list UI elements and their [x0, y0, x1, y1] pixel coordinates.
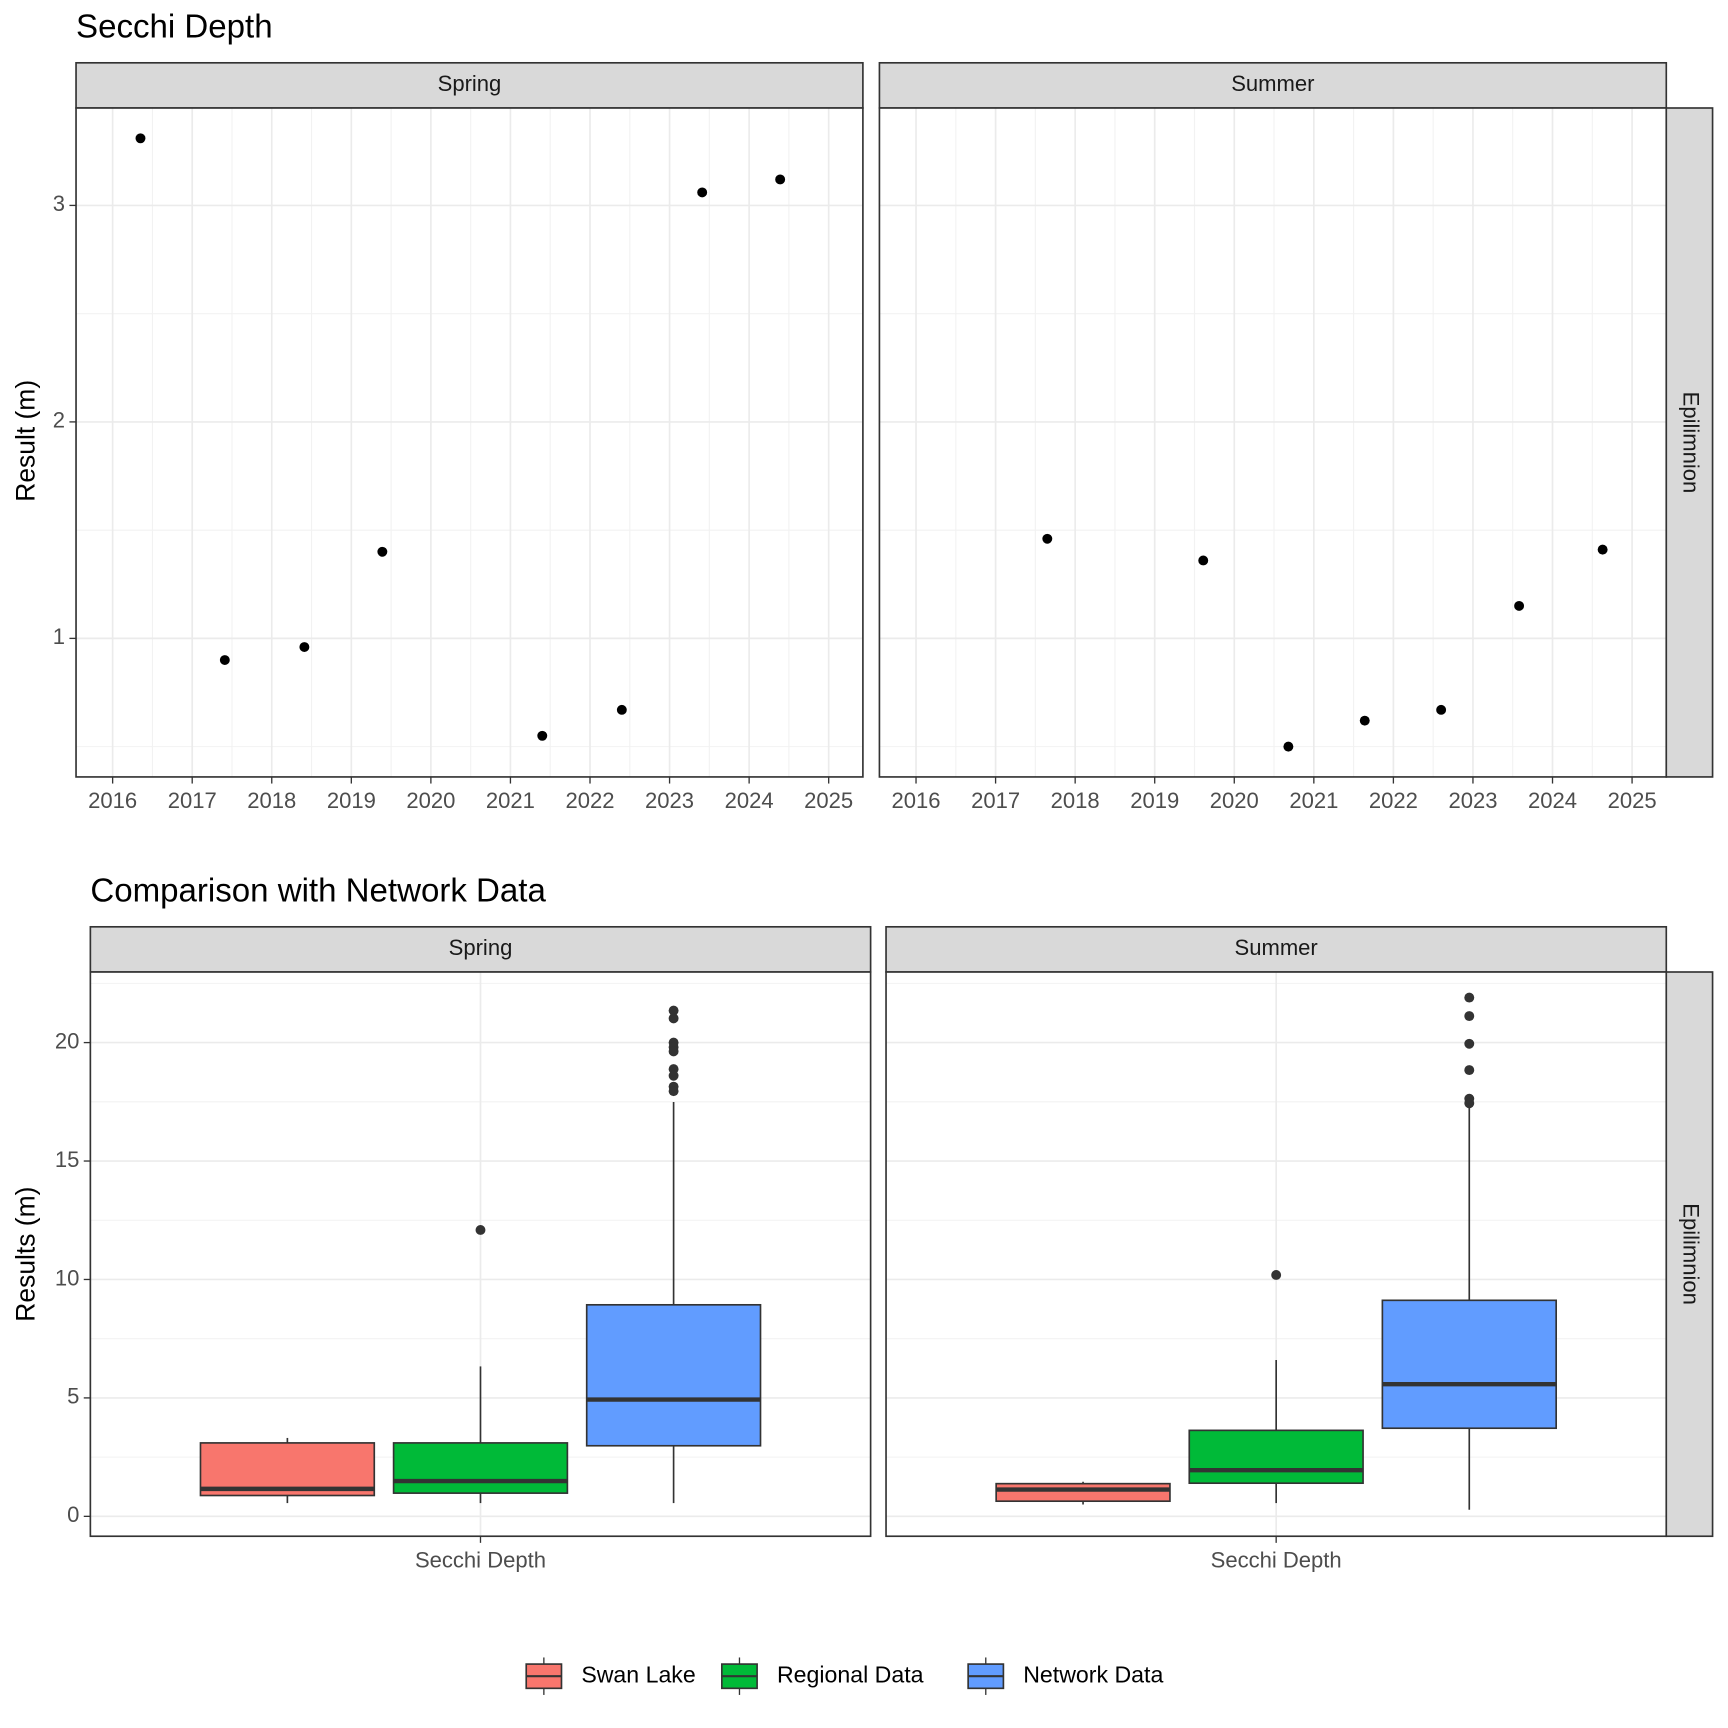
x-tick-label: 2024: [725, 788, 774, 813]
y-tick-label: 3: [53, 191, 65, 216]
outlier: [1464, 1038, 1475, 1049]
x-tick-label: 2016: [88, 788, 137, 813]
x-tick-label: 2017: [168, 788, 217, 813]
x-tick-label: 2018: [247, 788, 296, 813]
strip-label: Spring: [438, 71, 502, 96]
x-tick-label: 2019: [1130, 788, 1179, 813]
point: [1436, 704, 1447, 715]
outlier: [668, 1013, 679, 1024]
strip-right: [1665, 971, 1714, 1538]
y-axis-title: Result (m): [11, 380, 41, 502]
box: [1381, 1299, 1558, 1430]
x-tick-label: 2020: [1210, 788, 1259, 813]
point: [697, 187, 708, 198]
y-tick-label: 2: [53, 408, 65, 433]
x-tick-label: Secchi Depth: [415, 1547, 546, 1572]
y-tick-label: 5: [67, 1384, 79, 1409]
box: [585, 1303, 762, 1447]
x-tick-label: 2018: [1051, 788, 1100, 813]
strip-right-label: Epilimnion: [1679, 392, 1704, 494]
point: [775, 174, 786, 185]
outlier: [668, 1005, 679, 1016]
outlier: [1464, 1011, 1475, 1022]
x-tick-label: 2023: [1448, 788, 1497, 813]
x-tick-label: 2025: [804, 788, 853, 813]
x-tick-label: 2021: [1289, 788, 1338, 813]
outlier: [1464, 1065, 1475, 1076]
outlier: [1464, 1098, 1475, 1109]
strip-right: [1665, 107, 1714, 778]
y-axis-title: Results (m): [11, 1187, 41, 1322]
chart-title: Comparison with Network Data: [90, 872, 546, 909]
outlier: [668, 1046, 679, 1057]
x-tick-label: 2021: [486, 788, 535, 813]
x-tick-label: 2024: [1528, 788, 1577, 813]
outlier: [668, 1086, 679, 1097]
strip-label: Spring: [449, 935, 513, 960]
x-tick-label: 2023: [645, 788, 694, 813]
outlier: [475, 1225, 486, 1235]
box: [1188, 1429, 1364, 1485]
chart-title: Secchi Depth: [76, 8, 273, 45]
panel-background: [76, 108, 863, 777]
box: [995, 1482, 1171, 1503]
y-tick-label: 10: [55, 1265, 80, 1290]
point: [1597, 544, 1608, 555]
y-tick-label: 1: [53, 624, 65, 649]
legend-label: Swan Lake: [581, 1661, 695, 1687]
point: [1042, 533, 1053, 544]
x-tick-label: 2025: [1608, 788, 1657, 813]
panel-border: [89, 971, 872, 1538]
y-tick-label: 0: [67, 1502, 79, 1527]
strip: [89, 925, 872, 973]
x-tick-label: 2016: [892, 788, 941, 813]
x-tick-label: 2019: [327, 788, 376, 813]
panel-background: [879, 108, 1667, 777]
strip: [75, 61, 864, 109]
point: [219, 655, 230, 665]
point: [299, 642, 310, 653]
point: [1198, 555, 1209, 566]
x-tick-label: 2020: [406, 788, 455, 813]
legend-label: Network Data: [1023, 1661, 1163, 1687]
point: [135, 133, 146, 144]
strip-label: Summer: [1231, 71, 1314, 96]
point: [616, 704, 627, 715]
outlier: [1464, 992, 1475, 1003]
box: [392, 1442, 569, 1494]
point: [537, 730, 548, 741]
outlier: [1271, 1270, 1282, 1280]
y-tick-label: 20: [55, 1028, 80, 1053]
x-tick-label: 2022: [565, 788, 614, 813]
point: [1283, 741, 1294, 752]
point: [377, 546, 388, 557]
panel-border: [75, 107, 864, 778]
legend-label: Regional Data: [777, 1661, 924, 1687]
strip-right-label: Epilimnion: [1679, 1203, 1704, 1305]
point: [1514, 600, 1525, 611]
y-tick-label: 15: [55, 1147, 80, 1172]
x-tick-label: 2017: [971, 788, 1020, 813]
point: [1359, 715, 1370, 726]
x-tick-label: 2022: [1369, 788, 1418, 813]
strip: [878, 61, 1668, 109]
outlier: [668, 1070, 679, 1081]
strip-label: Summer: [1235, 935, 1318, 960]
x-tick-label: Secchi Depth: [1211, 1547, 1342, 1572]
